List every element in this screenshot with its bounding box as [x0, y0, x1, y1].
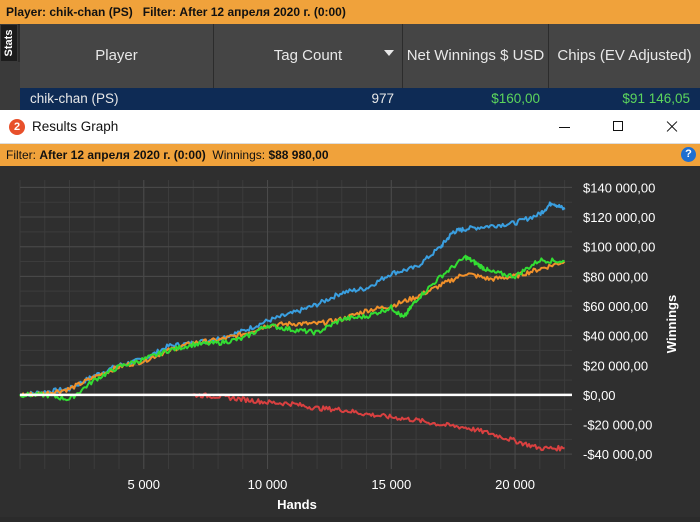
y-tick-label: $20 000,00 — [583, 358, 648, 373]
app-logo-icon: 2 — [9, 119, 25, 135]
player-label: Player: — [6, 5, 47, 19]
y-tick-label: -$40 000,00 — [583, 447, 652, 462]
column-header-tag-count[interactable]: Tag Count — [214, 24, 403, 88]
plot-background — [20, 180, 572, 469]
x-tick-label: 10 000 — [248, 477, 288, 492]
graph-filter-label: Filter: — [6, 148, 36, 162]
y-tick-label: $40 000,00 — [583, 329, 648, 344]
y-tick-label: $60 000,00 — [583, 299, 648, 314]
help-icon[interactable]: ? — [681, 147, 696, 162]
cell-tag-count: 977 — [371, 91, 394, 106]
y-tick-label: $100 000,00 — [583, 240, 655, 255]
window-title: Results Graph — [32, 119, 119, 134]
stats-tab-label: Stats — [3, 29, 15, 57]
table-row[interactable]: chik-chan (PS) 977 $160,00 $91 146,05 — [20, 88, 700, 110]
x-tick-label: 15 000 — [371, 477, 411, 492]
column-header-net-winnings[interactable]: Net Winnings $ USD — [403, 24, 549, 88]
filter-label: Filter: — [142, 5, 177, 19]
dropdown-arrow-icon[interactable] — [384, 50, 394, 56]
column-header-chips-ev[interactable]: Chips (EV Adjusted) — [557, 47, 692, 64]
stats-tab[interactable]: Stats — [0, 24, 18, 62]
x-axis-label: Hands — [277, 497, 317, 512]
x-tick-label: 5 000 — [127, 477, 160, 492]
y-tick-label: $80 000,00 — [583, 269, 648, 284]
filter-value[interactable]: After 12 апреля 2020 г. (0:00) — [179, 5, 346, 19]
maximize-icon — [613, 121, 623, 131]
cell-chips-ev: $91 146,05 — [622, 91, 690, 106]
y-tick-label: -$20 000,00 — [583, 418, 652, 433]
cell-net-winnings: $160,00 — [491, 91, 540, 106]
x-tick-labels: 5 000 10 000 15 000 20 000 — [127, 477, 534, 492]
series-line-orange — [19, 260, 566, 397]
graph-filter-bar: Filter: After 12 апреля 2020 г. (0:00) W… — [0, 144, 700, 166]
player-value: chik-chan (PS) — [49, 5, 133, 19]
cell-player: chik-chan (PS) — [30, 91, 119, 106]
y-tick-label: $140 000,00 — [583, 180, 655, 195]
minimize-button[interactable] — [541, 110, 587, 144]
y-tick-labels: $140 000,00 $120 000,00 $100 000,00 $80 000… — [583, 180, 655, 462]
series-line-green — [19, 254, 566, 402]
results-graph-titlebar[interactable]: 2 Results Graph — [0, 110, 700, 144]
x-tick-label: 20 000 — [495, 477, 535, 492]
y-axis-label: Winnings — [664, 295, 679, 353]
stats-filter-bar: Player: chik-chan (PS) Filter: After 12 … — [0, 0, 700, 24]
results-graph-area: $140 000,00 $120 000,00 $100 000,00 $80 000… — [0, 166, 700, 517]
y-tick-label: $0,00 — [583, 388, 616, 403]
winnings-value: $88 980,00 — [268, 148, 329, 162]
y-tick-label: $120 000,00 — [583, 210, 655, 225]
close-button[interactable] — [649, 110, 695, 144]
results-chart: $140 000,00 $120 000,00 $100 000,00 $80 000… — [19, 180, 679, 512]
graph-filter-value[interactable]: After 12 апреля 2020 г. (0:00) — [39, 148, 206, 162]
stats-grid-header: Player Tag Count Net Winnings $ USD Chip… — [20, 24, 700, 88]
minimize-icon — [559, 127, 570, 128]
winnings-label: Winnings: — [212, 148, 266, 162]
grid-lines — [19, 180, 572, 469]
column-header-player[interactable]: Player — [20, 24, 214, 88]
series-lines — [19, 201, 566, 452]
maximize-button[interactable] — [595, 110, 641, 144]
